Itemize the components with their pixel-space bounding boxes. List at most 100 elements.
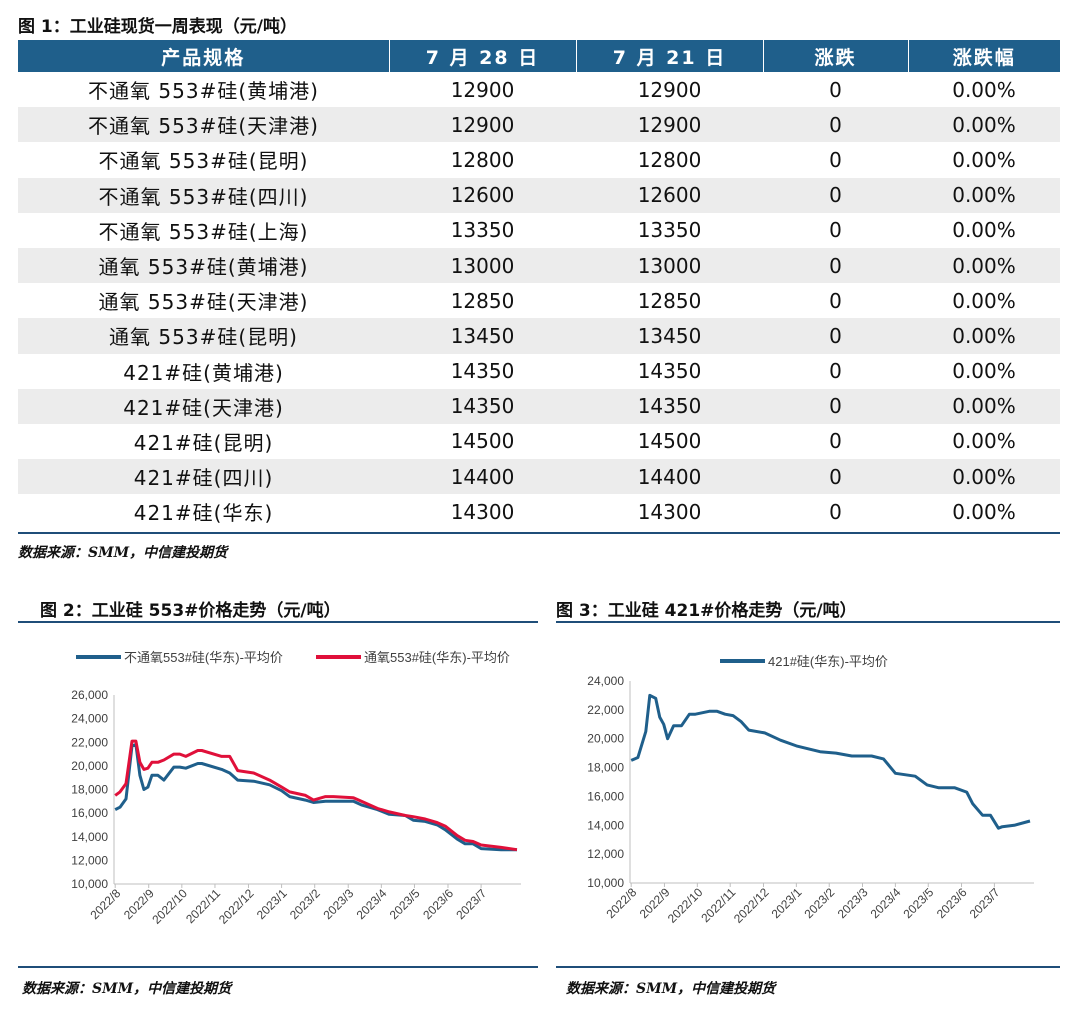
table-row: 不通氧 553#硅(天津港) 12900 12900 0 0.00% [18, 107, 1060, 143]
x-tick-label: 2023/5 [387, 886, 423, 922]
y-tick-label: 10,000 [587, 876, 624, 890]
table-cell-prev: 14500 [637, 429, 702, 454]
table-cell-cur: 12800 [450, 147, 515, 172]
table-cell-name: 421#硅(昆明) [133, 430, 274, 455]
table-row: 不通氧 553#硅(上海) 13350 13350 0 0.00% [18, 213, 1060, 248]
x-tick-label: 2022/12 [731, 885, 772, 926]
table-cell-prev: 13450 [576, 318, 763, 354]
x-tick-label: 2023/2 [287, 886, 323, 922]
table-cell-name: 不通氧 553#硅(黄埔港) [88, 79, 319, 104]
table-cell-name: 不通氧 553#硅(昆明) [98, 149, 309, 174]
x-tick-label: 2022/10 [665, 885, 706, 926]
chart-421-price-trend: 10,000 12,000 14,000 16,000 18,000 20,000 22,0… [587, 654, 1034, 926]
table-cell-prev: 12800 [637, 147, 702, 172]
table-header-cell: 产品规格 [18, 40, 390, 72]
figure2-source: 数据来源：SMM，中信建投期货 [22, 981, 232, 997]
table-cell-prev: 14400 [576, 459, 763, 495]
figure1-source: 数据来源：SMM，中信建投期货 [18, 545, 228, 561]
table-cell-pct: 0.00% [952, 218, 1016, 243]
y-tick-label: 20,000 [71, 759, 108, 773]
y-tick-label: 24,000 [71, 712, 108, 726]
table-cell-name: 421#硅(黄埔港) [123, 360, 284, 385]
x-tick-label: 2023/4 [868, 885, 904, 921]
x-tick-label: 2023/6 [934, 885, 970, 921]
table-cell-pct: 0.00% [908, 177, 1060, 213]
y-tick-label: 10,000 [71, 877, 108, 891]
table-cell-name: 不通氧 553#硅(天津港) [18, 107, 389, 143]
table-cell-chg: 0 [829, 218, 842, 243]
table-row: 通氧 553#硅(昆明) 13450 13450 0 0.00% [18, 318, 1060, 354]
table-row: 421#硅(黄埔港) 14350 14350 0 0.00% [18, 354, 1060, 389]
table-row: 通氧 553#硅(天津港) 12850 12850 0 0.00% [18, 283, 1060, 318]
figure3-top-rule [556, 621, 1060, 623]
table-cell-name: 通氧 553#硅(昆明) [18, 318, 389, 354]
table-row: 不通氧 553#硅(昆明) 12800 12800 0 0.00% [18, 142, 1060, 177]
table-row: 421#硅(天津港) 14350 14350 0 0.00% [18, 388, 1060, 424]
y-tick-label: 16,000 [587, 789, 624, 803]
figure3-bottom-rule [556, 966, 1060, 968]
table-cell-prev: 14300 [637, 499, 702, 524]
table-cell-name: 通氧 553#硅(天津港) [98, 290, 309, 315]
figure3-title: 图 3：工业硅 421#价格走势（元/吨） [556, 601, 857, 621]
table-header-cell: 涨跌幅 [908, 40, 1060, 72]
table-cell-chg: 0 [763, 107, 908, 143]
y-tick-label: 22,000 [71, 735, 108, 749]
chart-553-price-trend: 10,000 12,000 14,000 16,000 18,000 20,000 22,0… [71, 650, 521, 927]
table-cell-name: 421#硅(天津港) [18, 388, 389, 424]
table-cell-pct: 0.00% [908, 388, 1060, 424]
table-row: 421#硅(昆明) 14500 14500 0 0.00% [18, 424, 1060, 459]
figure1-title: 图 1：工业硅现货一周表现（元/吨） [18, 17, 297, 37]
table-bottom-rule [18, 532, 1060, 534]
table-cell-cur: 14300 [450, 499, 515, 524]
table-cell-pct: 0.00% [952, 499, 1016, 524]
table-cell-chg: 0 [829, 359, 842, 384]
table-row: 通氧 553#硅(黄埔港) 13000 13000 0 0.00% [18, 247, 1060, 284]
table-cell-prev: 12900 [637, 77, 702, 102]
y-tick-label: 12,000 [71, 853, 108, 867]
y-tick-label: 14,000 [587, 818, 624, 832]
x-tick-label: 2022/10 [149, 886, 190, 927]
table-cell-chg: 0 [829, 147, 842, 172]
table-row: 不通氧 553#硅(四川) 12600 12600 0 0.00% [18, 177, 1060, 213]
table-cell-cur: 12900 [389, 107, 576, 143]
table-cell-pct: 0.00% [952, 77, 1016, 102]
series-line-1 [114, 739, 518, 852]
table-cell-pct: 0.00% [952, 288, 1016, 313]
table-cell-pct: 0.00% [908, 247, 1060, 284]
figure2-top-rule [18, 621, 538, 623]
figure2-title: 图 2：工业硅 553#价格走势（元/吨） [40, 601, 341, 621]
table-row: 421#硅(华东) 14300 14300 0 0.00% [18, 494, 1060, 529]
table-cell-cur: 14350 [450, 359, 515, 384]
table-cell-name: 不通氧 553#硅(上海) [98, 219, 309, 244]
table-cell-chg: 0 [763, 318, 908, 354]
y-tick-label: 16,000 [71, 806, 108, 820]
x-tick-label: 2023/7 [453, 886, 489, 922]
x-tick-label: 2023/5 [901, 885, 937, 921]
x-tick-label: 2023/4 [354, 886, 390, 922]
legend-entry: 421#硅(华东)-平均价 [768, 654, 888, 669]
x-tick-label: 2022/8 [603, 885, 639, 921]
table-cell-pct: 0.00% [952, 429, 1016, 454]
table-body: 不通氧 553#硅(黄埔港) 12900 12900 0 0.00% 不通氧 553#硅(… [18, 72, 1060, 529]
y-tick-label: 12,000 [587, 847, 624, 861]
table-header-cell: 7 月 28 日 [389, 40, 577, 72]
table-cell-pct: 0.00% [952, 147, 1016, 172]
x-tick-label: 2022/11 [698, 885, 738, 925]
table-cell-chg: 0 [763, 177, 908, 213]
figure2-bottom-rule [18, 966, 538, 968]
table-cell-cur: 12600 [389, 177, 576, 213]
x-tick-label: 2023/3 [835, 885, 871, 921]
table-cell-chg: 0 [763, 459, 908, 495]
table-cell-prev: 12600 [576, 177, 763, 213]
table-cell-cur: 13450 [389, 318, 576, 354]
x-tick-label: 2023/7 [967, 885, 1003, 921]
x-tick-label: 2022/11 [183, 886, 223, 926]
table-cell-pct: 0.00% [952, 359, 1016, 384]
table-cell-cur: 14400 [389, 459, 576, 495]
table-cell-chg: 0 [829, 499, 842, 524]
table-cell-cur: 12900 [450, 77, 515, 102]
x-tick-label: 2022/12 [216, 886, 257, 927]
table-cell-cur: 14500 [450, 429, 515, 454]
y-tick-label: 18,000 [71, 783, 108, 797]
